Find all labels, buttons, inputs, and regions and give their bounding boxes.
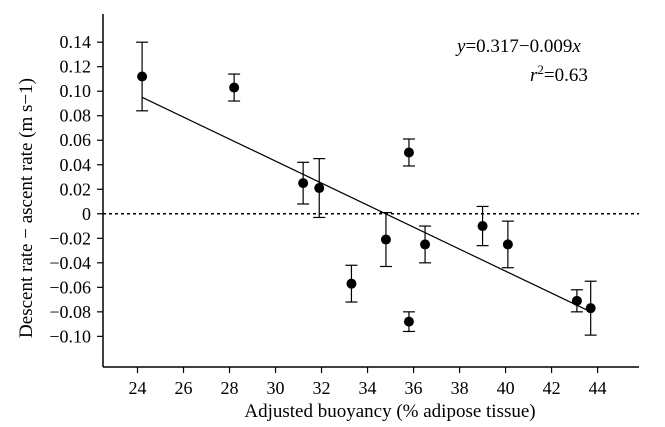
regression-line — [141, 96, 591, 313]
data-point-group — [402, 311, 415, 333]
y-tick-label: 0.08 — [60, 106, 92, 126]
x-tick-label: 42 — [543, 378, 561, 398]
y-tick-label: 0.12 — [60, 57, 92, 77]
data-point — [380, 234, 391, 245]
y-tick-label: −0.06 — [49, 277, 91, 297]
data-point — [314, 183, 325, 194]
data-point — [346, 278, 357, 289]
x-tick-label: 28 — [221, 378, 239, 398]
y-tick-label: 0.02 — [60, 179, 92, 199]
x-tick-label: 24 — [129, 378, 147, 398]
y-tick-label: 0.14 — [60, 32, 92, 52]
y-tick-label: 0.04 — [60, 155, 92, 175]
y-tick-label: 0.06 — [60, 130, 92, 150]
data-point — [477, 221, 488, 232]
data-point-group — [501, 220, 514, 269]
axes — [102, 14, 639, 368]
r-squared-label: r2=0.63 — [530, 62, 588, 86]
data-point — [502, 239, 513, 250]
data-point-group — [476, 205, 489, 247]
y-tick-label: −0.02 — [49, 228, 91, 248]
data-point-group — [313, 158, 326, 219]
data-point — [403, 147, 414, 158]
data-point-group — [345, 264, 358, 303]
y-tick-label: −0.08 — [49, 302, 91, 322]
data-point-group — [402, 138, 415, 167]
data-point-group — [419, 225, 432, 264]
y-tick-label: −0.04 — [49, 253, 91, 273]
x-tick-label: 40 — [497, 378, 515, 398]
data-point-group — [570, 289, 583, 313]
y-tick-label: 0 — [82, 204, 91, 224]
x-tick-label: 32 — [313, 378, 331, 398]
x-tick-label: 36 — [405, 378, 423, 398]
data-point — [571, 295, 582, 306]
y-tick-label: −0.10 — [49, 326, 91, 346]
data-point — [585, 303, 596, 314]
data-point — [298, 178, 309, 189]
data-point — [420, 239, 431, 250]
data-point — [137, 71, 148, 82]
y-axis-title: Descent rate − ascent rate (m s−1) — [16, 78, 37, 338]
data-point-group — [379, 211, 392, 268]
data-point — [229, 82, 240, 93]
x-tick-label: 38 — [451, 378, 469, 398]
x-tick-label: 34 — [359, 378, 377, 398]
x-axis-title: Adjusted buoyancy (% adipose tissue) — [244, 401, 535, 422]
data-point-group — [136, 41, 149, 112]
y-tick-label: 0.10 — [60, 81, 92, 101]
data-point-group — [228, 73, 241, 102]
data-point-group — [584, 280, 597, 336]
x-tick-label: 44 — [589, 378, 607, 398]
x-tick-label: 26 — [175, 378, 193, 398]
regression-equation: y=0.317−0.009x — [455, 36, 581, 57]
data-point-group — [297, 161, 310, 205]
data-point — [403, 316, 414, 327]
x-tick-label: 30 — [267, 378, 285, 398]
ticks: 24 26 28 30 32 34 36 38 40 42 44 −0.10 −0.08 −0.06 −0.… — [49, 32, 606, 398]
data-points — [136, 41, 597, 336]
